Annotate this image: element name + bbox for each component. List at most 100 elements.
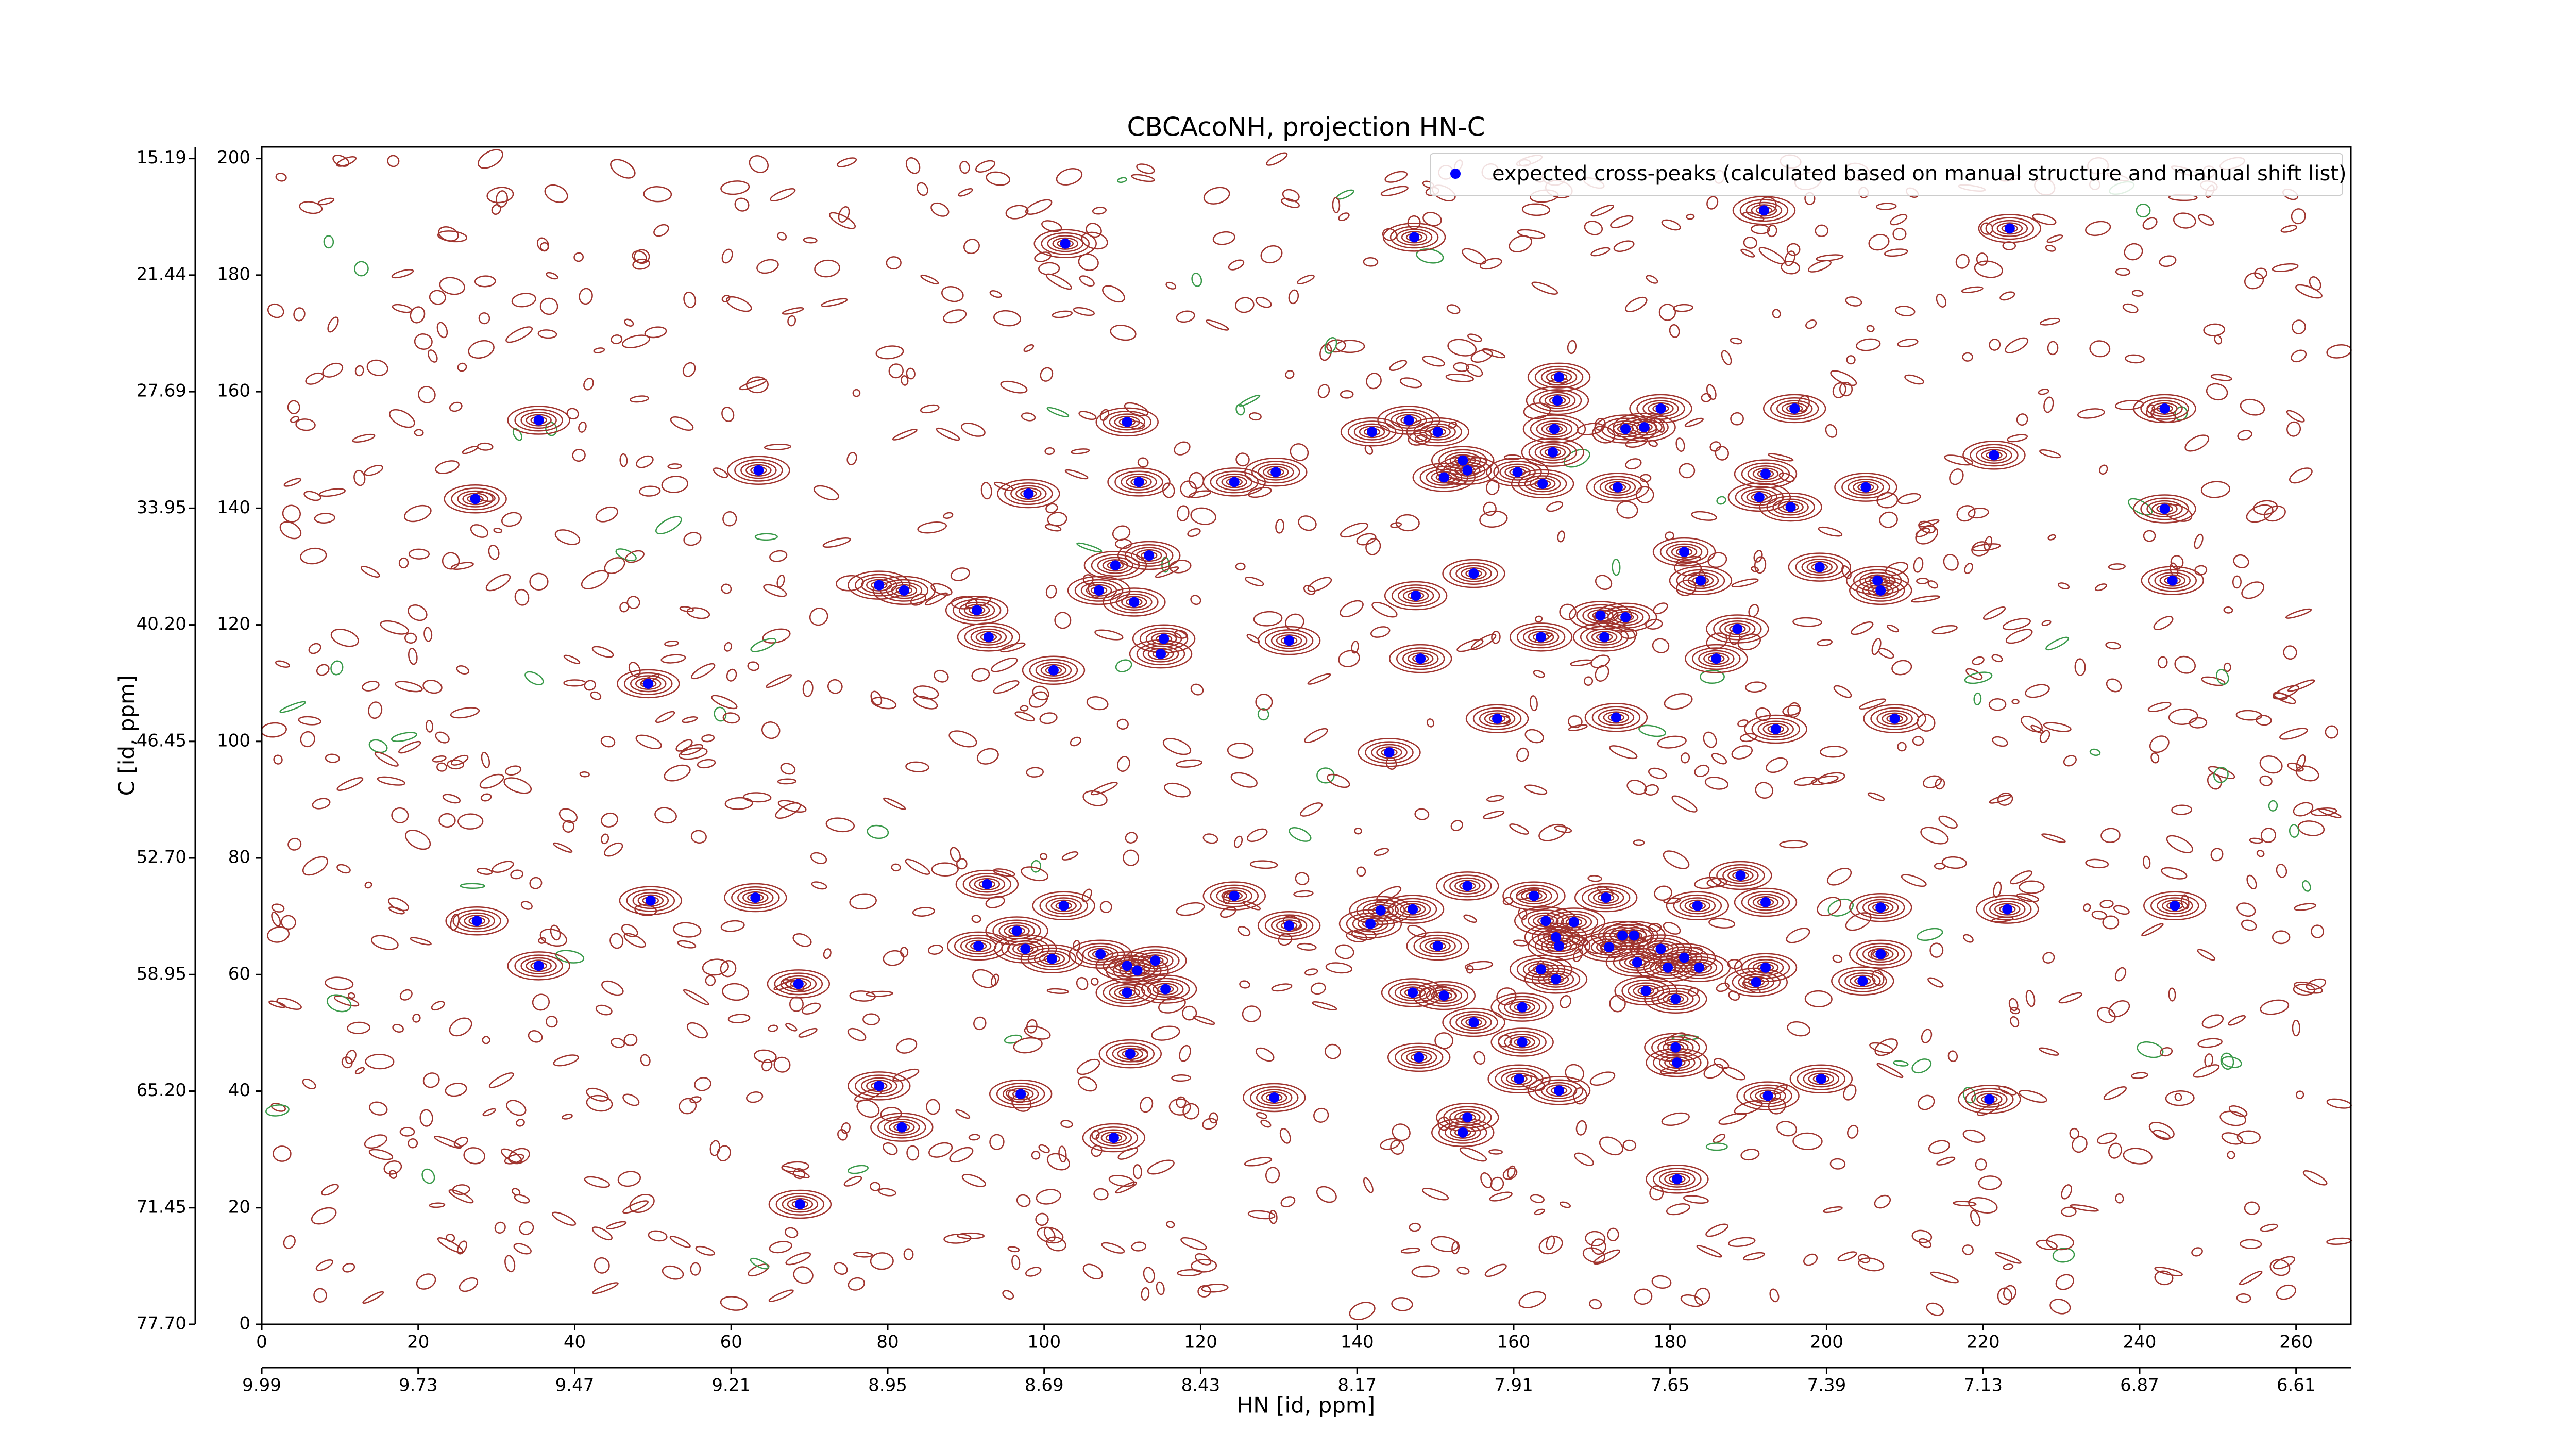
peak-contour bbox=[2140, 397, 2189, 420]
noise-contour bbox=[485, 574, 511, 592]
noise-contour bbox=[1533, 670, 1545, 678]
peak-contour bbox=[997, 479, 1060, 509]
peak-contour bbox=[1745, 201, 1783, 219]
peak-contour bbox=[1591, 706, 1641, 729]
noise-contour bbox=[435, 460, 460, 474]
noise-contour bbox=[1293, 890, 1314, 898]
noise-contour bbox=[1279, 1128, 1291, 1144]
noise-contour bbox=[677, 940, 697, 949]
noise-contour bbox=[360, 566, 380, 578]
cross-peak bbox=[471, 916, 482, 926]
noise-contour bbox=[2213, 767, 2229, 783]
noise-contour bbox=[1025, 199, 1053, 215]
peak-contour bbox=[1536, 420, 1573, 438]
cross-peak bbox=[1655, 943, 1666, 954]
peak-contour bbox=[1506, 1072, 1532, 1085]
cross-peak bbox=[1414, 1052, 1425, 1063]
peak-contour bbox=[1527, 362, 1591, 392]
noise-contour bbox=[1450, 820, 1463, 832]
noise-contour bbox=[1356, 866, 1366, 877]
noise-contour bbox=[1140, 1097, 1154, 1113]
peak-contour bbox=[1620, 416, 1669, 439]
peak-contour bbox=[1112, 1045, 1149, 1063]
peak-contour bbox=[1501, 1070, 1537, 1088]
noise-contour bbox=[1715, 446, 1729, 461]
noise-contour bbox=[1574, 1152, 1594, 1166]
noise-contour bbox=[821, 298, 848, 307]
noise-contour bbox=[2239, 1239, 2262, 1249]
cross-peak bbox=[1229, 890, 1240, 901]
peak-contour bbox=[1472, 707, 1522, 730]
peak-contour bbox=[1498, 996, 1547, 1019]
noise-contour bbox=[1123, 849, 1139, 866]
noise-contour bbox=[410, 306, 426, 324]
peak-contour bbox=[1642, 400, 1679, 417]
noise-contour bbox=[870, 1252, 894, 1270]
peak-contour bbox=[1257, 626, 1321, 655]
cross-peak bbox=[1568, 917, 1579, 928]
noise-contour bbox=[1143, 1267, 1155, 1283]
peak-contour bbox=[1806, 561, 1833, 574]
noise-contour bbox=[2141, 923, 2164, 937]
noise-contour bbox=[1176, 902, 1205, 916]
noise-contour bbox=[1612, 559, 1621, 576]
noise-contour bbox=[581, 570, 609, 589]
noise-contour bbox=[1197, 1285, 1211, 1298]
x-tick-label: 180 bbox=[1653, 1332, 1687, 1353]
noise-contour bbox=[2040, 317, 2060, 326]
x-tick-label: 80 bbox=[876, 1332, 899, 1353]
noise-contour bbox=[2168, 987, 2176, 1002]
cross-peak bbox=[1462, 465, 1473, 476]
noise-contour bbox=[694, 1077, 711, 1091]
noise-contour bbox=[2240, 398, 2265, 416]
noise-contour bbox=[920, 404, 940, 414]
noise-contour bbox=[399, 989, 413, 1001]
noise-contour bbox=[724, 797, 753, 810]
peak-contour bbox=[970, 628, 1007, 646]
peak-contour bbox=[1648, 402, 1674, 415]
noise-contour bbox=[2011, 699, 2020, 704]
noise-contour bbox=[930, 583, 953, 596]
cross-peak bbox=[1375, 905, 1386, 916]
noise-contour bbox=[1997, 1287, 2012, 1305]
noise-contour bbox=[1390, 522, 1402, 528]
peak-contour bbox=[1270, 632, 1308, 649]
noise-contour bbox=[2295, 765, 2319, 782]
noise-contour bbox=[2039, 449, 2061, 459]
noise-contour bbox=[1228, 259, 1245, 271]
noise-contour bbox=[1002, 1290, 1014, 1300]
noise-contour bbox=[814, 259, 840, 278]
noise-contour bbox=[695, 1245, 715, 1256]
peak-contour bbox=[1095, 407, 1159, 437]
peak-contour bbox=[1752, 961, 1779, 974]
noise-contour bbox=[408, 604, 428, 621]
peak-contour bbox=[1419, 937, 1456, 955]
peak-contour bbox=[1657, 990, 1694, 1008]
peak-contour bbox=[520, 957, 557, 974]
noise-contour bbox=[1175, 759, 1202, 768]
noise-contour bbox=[1781, 261, 1801, 275]
peak-contour bbox=[1221, 476, 1248, 488]
noise-contour bbox=[1560, 995, 1571, 1008]
noise-contour bbox=[1023, 344, 1035, 352]
noise-contour bbox=[336, 864, 351, 874]
peak-contour bbox=[1022, 655, 1086, 685]
peak-contour bbox=[1067, 576, 1131, 605]
noise-contour bbox=[1400, 1248, 1421, 1254]
cross-peak bbox=[2167, 575, 2178, 586]
noise-contour bbox=[1340, 390, 1354, 399]
noise-contour bbox=[1091, 782, 1118, 796]
x-tick-label: 240 bbox=[2123, 1332, 2156, 1353]
noise-contour bbox=[2131, 290, 2144, 297]
noise-contour bbox=[1351, 641, 1359, 654]
peak-contour bbox=[1362, 902, 1399, 919]
noise-contour bbox=[2142, 855, 2151, 869]
noise-contour bbox=[1613, 240, 1635, 252]
peak-contour bbox=[1139, 627, 1189, 650]
cross-peak bbox=[645, 895, 656, 906]
peak-contour bbox=[1867, 901, 1894, 914]
noise-contour bbox=[2019, 1090, 2047, 1103]
cross-peak bbox=[1629, 930, 1639, 941]
noise-contour bbox=[761, 721, 781, 739]
noise-contour bbox=[750, 1257, 769, 1270]
